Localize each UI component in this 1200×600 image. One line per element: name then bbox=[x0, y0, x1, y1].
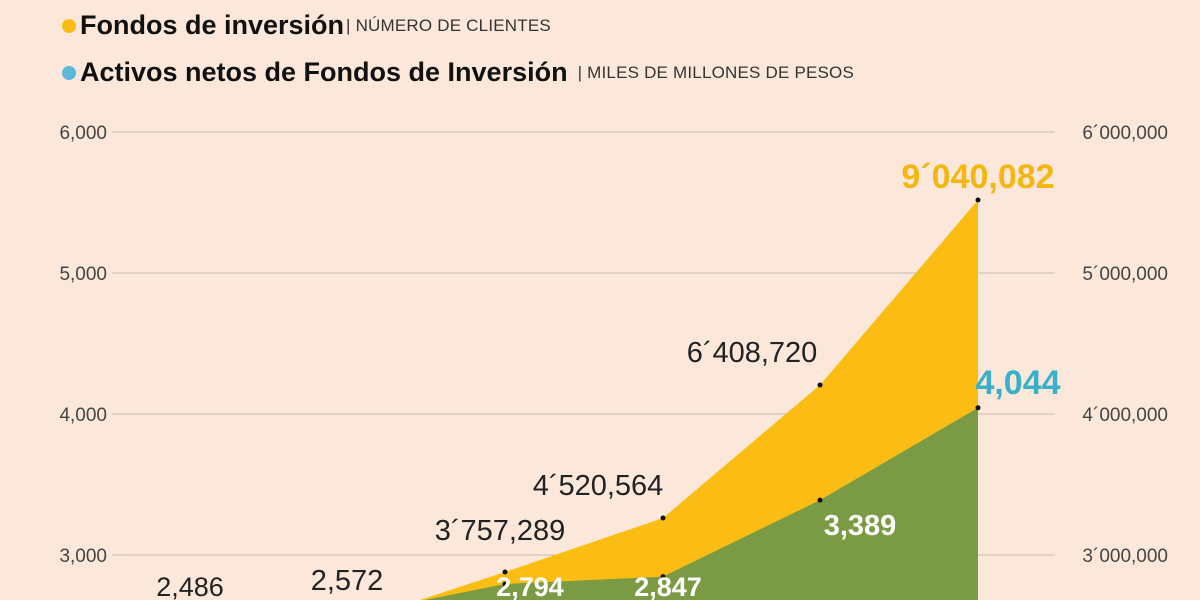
assets-data-label: 4,044 bbox=[975, 364, 1060, 402]
legend-item-clients: Fondos de inversión | NÚMERO DE CLIENTES bbox=[62, 10, 551, 41]
legend-title: Fondos de inversión bbox=[80, 10, 345, 40]
assets-data-label: 2,572 bbox=[311, 565, 384, 597]
right-tick-label: 3´000,000 bbox=[1082, 546, 1168, 567]
assets-data-label: 2,847 bbox=[634, 572, 702, 600]
legend-subtitle: | NÚMERO DE CLIENTES bbox=[346, 15, 551, 35]
assets-data-label: 3,389 bbox=[824, 510, 897, 542]
right-tick-label: 4´000,000 bbox=[1082, 405, 1168, 426]
right-tick-label: 5´000,000 bbox=[1082, 264, 1168, 285]
assets-point bbox=[502, 581, 508, 587]
left-tick-label: 3,000 bbox=[59, 546, 107, 567]
clients-data-label: 3´757,289 bbox=[435, 515, 566, 547]
left-tick-label: 6,000 bbox=[59, 123, 107, 144]
assets-point bbox=[975, 405, 981, 411]
clients-point bbox=[975, 197, 981, 203]
blue-dot-icon bbox=[62, 65, 76, 80]
left-tick-label: 5,000 bbox=[59, 264, 107, 285]
clients-data-label: 4´520,564 bbox=[533, 470, 664, 502]
legend-title: Activos netos de Fondos de Inversión bbox=[80, 57, 568, 87]
assets-point bbox=[660, 574, 666, 580]
assets-data-label: 2,486 bbox=[156, 572, 224, 600]
clients-point bbox=[502, 569, 508, 575]
clients-point bbox=[660, 515, 666, 521]
legend-subtitle: | MILES DE MILLONES DE PESOS bbox=[577, 62, 855, 82]
clients-data-label: 9´040,082 bbox=[901, 158, 1054, 196]
clients-point bbox=[817, 382, 823, 388]
legend-item-assets: Activos netos de Fondos de Inversión | M… bbox=[62, 57, 854, 88]
assets-point bbox=[817, 497, 823, 503]
assets-area bbox=[424, 407, 979, 600]
assets-data-label: 2,794 bbox=[496, 572, 564, 600]
left-tick-label: 4,000 bbox=[59, 405, 107, 426]
clients-data-label: 6´408,720 bbox=[687, 337, 818, 369]
right-tick-label: 6´000,000 bbox=[1082, 123, 1168, 144]
yellow-dot-icon bbox=[62, 18, 76, 33]
